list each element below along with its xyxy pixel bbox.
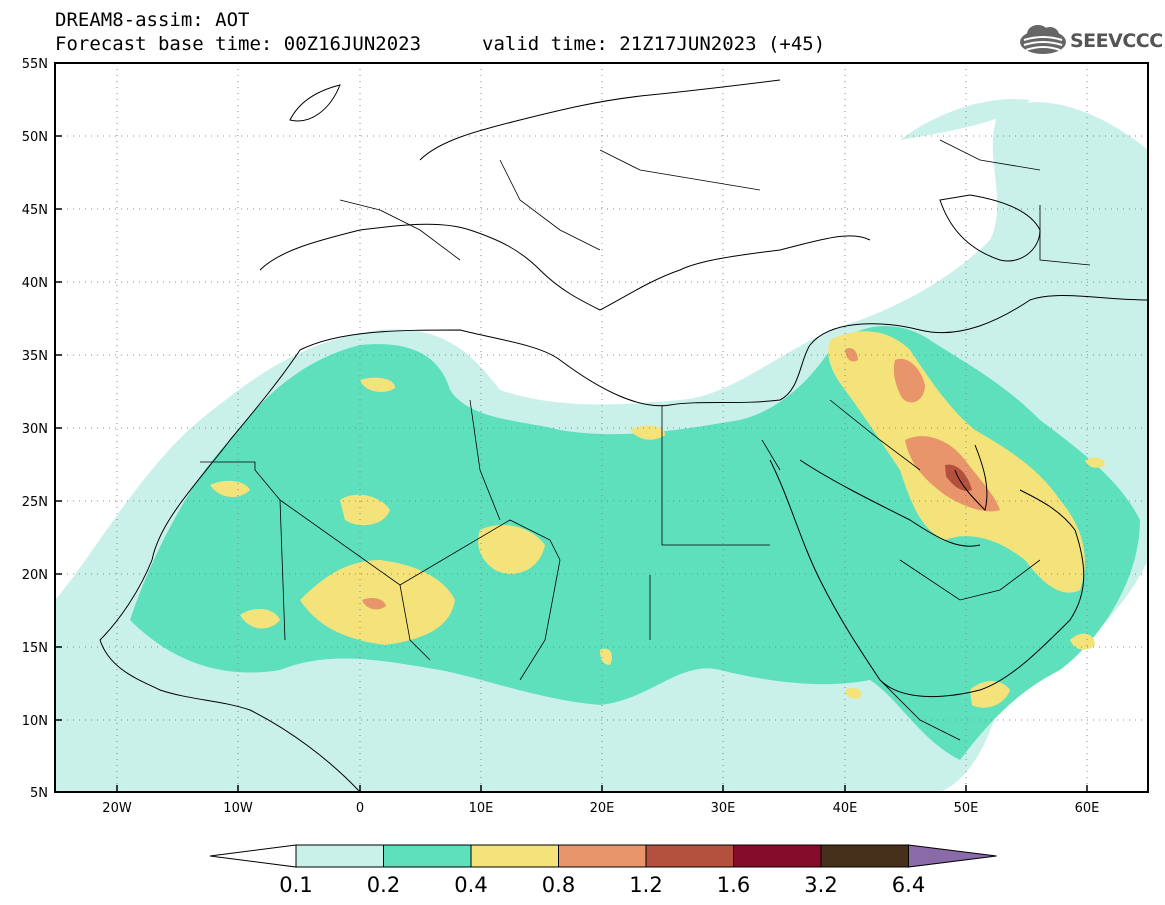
colorbar: 0.1 0.2 0.4 0.8 1.2 1.6 3.2 6.4 <box>209 844 997 897</box>
seevccc-logo: SEEVCCC <box>1018 22 1163 58</box>
colorbar-label: 0.8 <box>542 873 575 897</box>
forecast-base-time: Forecast base time: 00Z16JUN2023 <box>55 33 422 55</box>
colorbar-label: 6.4 <box>892 873 925 897</box>
colorbar-label: 1.6 <box>717 873 750 897</box>
lat-label: 15N <box>22 641 48 656</box>
logo-text: SEEVCCC <box>1070 30 1163 52</box>
lat-label: 30N <box>22 422 48 437</box>
colorbar-high-end <box>908 844 997 868</box>
lon-label: 30E <box>711 801 736 816</box>
colorbar-segment <box>558 844 647 868</box>
colorbar-segment <box>470 844 559 868</box>
lat-label: 10N <box>22 714 48 729</box>
axis-ticks <box>55 135 1088 792</box>
colorbar-segment <box>645 844 734 868</box>
cloud-icon <box>1020 25 1066 54</box>
graticule <box>55 63 1148 792</box>
lon-label: 50E <box>954 801 979 816</box>
map-title: DREAM8-assim: AOT <box>55 9 250 31</box>
lon-label: 20W <box>102 801 132 816</box>
lat-label: 20N <box>22 568 48 583</box>
colorbar-low-end <box>209 844 297 868</box>
colorbar-segment <box>383 844 472 868</box>
borders <box>200 139 1091 741</box>
colorbar-label: 0.2 <box>367 873 400 897</box>
lat-label: 45N <box>22 203 48 218</box>
lat-label: 40N <box>22 276 48 291</box>
longitude-labels: 20W 10W 0 10E 20E 30E 40E 50E 60E <box>102 801 1099 816</box>
lat-label: 55N <box>22 57 48 72</box>
lon-label: 20E <box>590 801 615 816</box>
lon-label: 10W <box>223 801 253 816</box>
colorbar-segment <box>295 844 384 868</box>
lat-label: 50N <box>22 130 48 145</box>
colorbar-label: 0.4 <box>454 873 487 897</box>
lat-label: 5N <box>30 786 48 801</box>
lat-label: 25N <box>22 495 48 510</box>
colorbar-label: 1.2 <box>629 873 662 897</box>
lon-label: 40E <box>833 801 858 816</box>
lon-label: 60E <box>1075 801 1100 816</box>
colorbar-label: 3.2 <box>804 873 837 897</box>
colorbar-segment <box>820 844 909 868</box>
lat-label: 35N <box>22 349 48 364</box>
lon-label: 10E <box>469 801 494 816</box>
latitude-labels: 55N 50N 45N 40N 35N 30N 25N 20N 15N 10N … <box>22 57 48 801</box>
colorbar-label: 0.1 <box>279 873 312 897</box>
lon-label: 0 <box>356 801 364 816</box>
valid-time: valid time: 21Z17JUN2023 (+45) <box>482 33 826 55</box>
colorbar-segment <box>733 844 822 868</box>
coastlines <box>99 79 1148 792</box>
